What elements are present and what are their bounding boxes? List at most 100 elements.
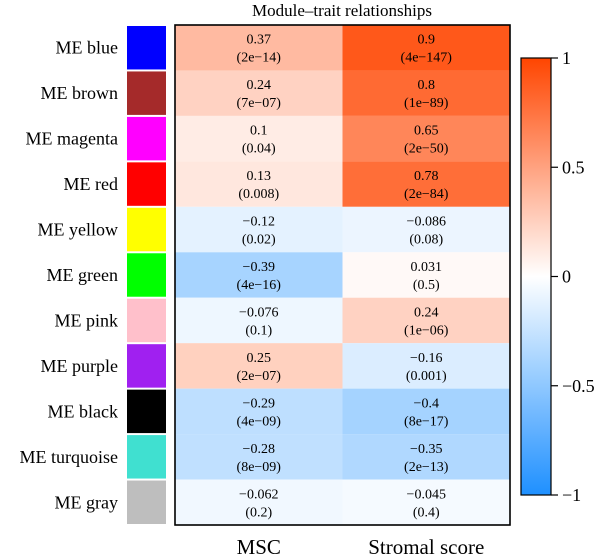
module-label: ME brown [41,83,119,103]
p-value: (2e−14) [237,51,282,66]
module-labels: ME blue ME brown ME magenta ME red ME yellow… [20,38,119,513]
heatmap-cell [175,388,343,435]
column-label: MSC [237,535,281,558]
color-scale-legend: 1 0.5 0 −0.5 −1 [520,48,595,505]
heatmap-cell [342,206,510,253]
heatmap-cell [175,479,343,525]
correlation-value: 0.9 [418,33,436,48]
correlation-value: −0.062 [239,487,278,502]
scale-tick-label: −0.5 [562,376,595,396]
p-value: (0.04) [242,142,276,157]
module-color-swatches [127,26,166,524]
module-label: ME yellow [38,220,119,240]
p-value: (0.5) [413,278,440,293]
module-swatch [127,207,166,252]
module-swatch [127,116,166,161]
correlation-value: 0.37 [247,33,272,48]
p-value: (7e−07) [237,96,282,111]
module-label: ME gray [55,492,118,512]
module-label: ME purple [41,356,118,376]
p-value: (0.001) [406,369,447,384]
correlation-value: 0.13 [247,169,272,184]
heatmap-cell [342,297,510,344]
heatmap-cell [175,115,343,162]
heatmap-cell [175,206,343,253]
correlation-value: 0.25 [247,351,272,366]
module-label: ME blue [56,38,119,58]
heatmap-cell [342,252,510,298]
heatmap-cell [342,434,510,480]
heatmap-cell [342,343,510,389]
heatmap-cell [342,25,510,71]
color-scale-bar [520,57,552,496]
column-label: Stromal score [368,535,484,558]
heatmap-cell [175,434,343,480]
module-swatch [127,298,166,343]
heatmap-cell [342,161,510,207]
correlation-value: −0.28 [243,442,275,457]
module-swatch [127,480,166,524]
module-label: ME red [64,174,118,194]
module-swatch [127,389,166,434]
heatmap-cell [342,388,510,435]
p-value: (0.02) [242,233,276,248]
correlation-value: 0.78 [414,169,439,184]
p-value: (1e−06) [404,323,449,338]
p-value: (8e−09) [237,460,282,475]
correlation-value: −0.086 [407,215,446,230]
correlation-value: −0.4 [414,396,439,411]
p-value: (2e−50) [404,142,449,157]
heatmap-cell [342,70,510,116]
p-value: (0.4) [413,505,440,520]
p-value: (2e−13) [404,460,449,475]
correlation-value: −0.076 [239,305,278,320]
p-value: (0.08) [409,233,443,248]
correlation-value: −0.35 [410,442,442,457]
correlation-value: 0.24 [247,78,272,93]
module-label: ME green [47,265,118,285]
p-value: (0.008) [238,187,279,202]
column-labels: MSC Stromal score [237,535,485,558]
module-label: ME turquoise [20,447,119,467]
heatmap-border [174,24,511,526]
correlation-value: 0.24 [414,305,439,320]
correlation-value: 0.031 [411,260,443,275]
module-label: ME magenta [26,129,118,149]
scale-tick-label: 0.5 [562,157,585,177]
p-value: (2e−07) [237,369,282,384]
p-value: (1e−89) [404,96,449,111]
correlation-value: −0.39 [243,260,275,275]
correlation-value: 0.8 [418,78,436,93]
correlation-value: −0.12 [243,215,275,230]
p-value: (4e−09) [237,414,282,429]
p-value: (4e−16) [237,278,282,293]
heatmap-cells: 0.37 (2e−14) 0.9 (4e−147) 0.24 (7e−07) 0.8 (1e−… [175,25,510,525]
heatmap-cell [342,115,510,162]
scale-tick-label: 0 [562,267,571,287]
module-swatch [127,71,166,115]
heatmap-cell [175,25,343,71]
module-label: ME black [48,401,118,421]
module-swatch [127,26,166,70]
module-swatch [127,253,166,297]
heatmap-cell [175,70,343,116]
p-value: (8e−17) [404,414,449,429]
heatmap-cell [342,479,510,525]
heatmap-cell [175,343,343,389]
chart-title: Module–trait relationships [252,1,432,20]
heatmap-cell [175,252,343,298]
module-swatch [127,162,166,206]
correlation-value: −0.16 [410,351,442,366]
module-label: ME pink [54,310,118,330]
correlation-value: −0.045 [407,487,446,502]
module-swatch [127,344,166,388]
p-value: (2e−84) [404,187,449,202]
correlation-value: 0.1 [250,124,268,139]
correlation-value: −0.29 [243,396,275,411]
scale-tick-label: 1 [562,48,571,68]
p-value: (4e−147) [401,51,453,66]
heatmap-cell [175,161,343,207]
p-value: (0.1) [245,323,272,338]
scale-tick-label: −1 [562,485,581,505]
